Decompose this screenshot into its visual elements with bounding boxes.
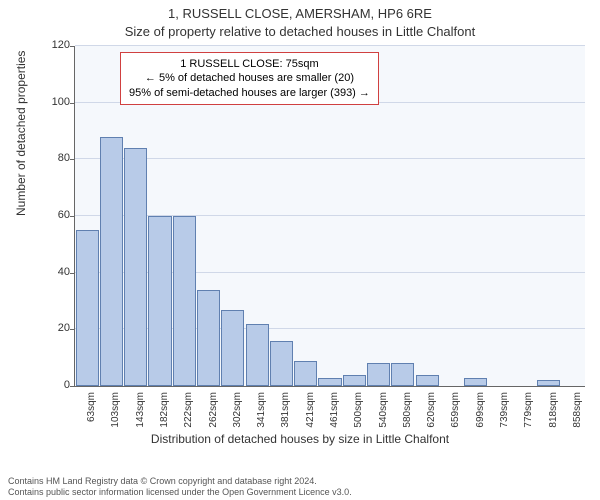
bar (294, 361, 317, 387)
bar (416, 375, 439, 386)
y-axis-label: Number of detached properties (14, 51, 28, 216)
title-main: 1, RUSSELL CLOSE, AMERSHAM, HP6 6RE (0, 6, 600, 21)
bar (124, 148, 147, 386)
y-tick-label: 40 (40, 266, 70, 278)
y-tick-mark (70, 216, 74, 217)
bar (270, 341, 293, 386)
annotation-line-2: ← 5% of detached houses are smaller (20) (129, 71, 370, 85)
bar (391, 363, 414, 386)
y-tick-label: 0 (40, 379, 70, 391)
bar (367, 363, 390, 386)
footer-line-2: Contains public sector information licen… (8, 487, 592, 498)
chart-container: 1, RUSSELL CLOSE, AMERSHAM, HP6 6RE Size… (0, 0, 600, 500)
bar (537, 380, 560, 386)
y-tick-mark (70, 103, 74, 104)
annotation-box: 1 RUSSELL CLOSE: 75sqm ← 5% of detached … (120, 52, 379, 105)
bar (343, 375, 366, 386)
y-tick-mark (70, 273, 74, 274)
bar (464, 378, 487, 387)
bar (173, 216, 196, 386)
footer-line-1: Contains HM Land Registry data © Crown c… (8, 476, 592, 487)
bar (76, 230, 99, 386)
bar (100, 137, 123, 386)
gridline (75, 45, 585, 46)
y-tick-label: 20 (40, 322, 70, 334)
annotation-line-3: 95% of semi-detached houses are larger (… (129, 86, 370, 100)
footer: Contains HM Land Registry data © Crown c… (8, 476, 592, 498)
y-tick-label: 120 (40, 39, 70, 51)
bar (197, 290, 220, 386)
bar (246, 324, 269, 386)
bar (318, 378, 341, 387)
bar (148, 216, 171, 386)
y-tick-label: 60 (40, 209, 70, 221)
y-tick-mark (70, 46, 74, 47)
y-tick-label: 80 (40, 152, 70, 164)
y-tick-label: 100 (40, 96, 70, 108)
gridline (75, 158, 585, 159)
y-tick-mark (70, 386, 74, 387)
y-tick-mark (70, 159, 74, 160)
y-tick-mark (70, 329, 74, 330)
title-sub: Size of property relative to detached ho… (0, 24, 600, 39)
bar (221, 310, 244, 387)
annotation-line-1: 1 RUSSELL CLOSE: 75sqm (129, 57, 370, 71)
x-axis-label: Distribution of detached houses by size … (0, 432, 600, 446)
